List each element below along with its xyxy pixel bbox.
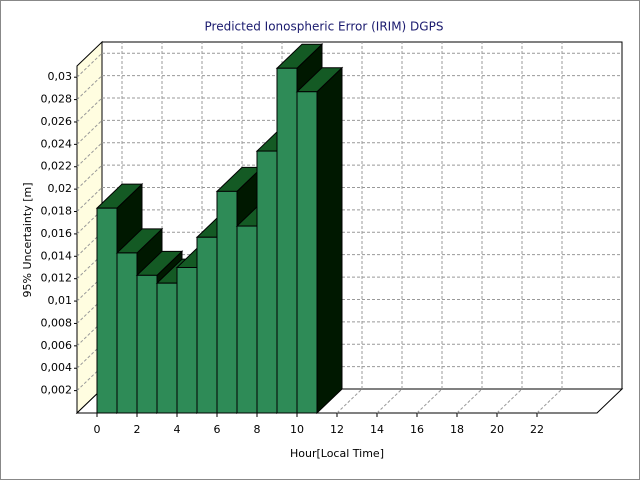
grid-line xyxy=(76,343,103,369)
y-tick-label: 0,026 xyxy=(41,115,73,128)
grid-line xyxy=(76,119,103,145)
grid-line xyxy=(76,164,103,190)
y-tick-label: 0,008 xyxy=(41,316,73,329)
y-tick-label: 0,012 xyxy=(41,272,73,285)
grid-line xyxy=(376,388,403,414)
x-tick-label: 6 xyxy=(214,423,221,436)
y-axis-label: 95% Uncertainty [m] xyxy=(21,182,34,297)
x-tick-label: 16 xyxy=(410,423,424,436)
y-tick-label: 0,024 xyxy=(41,137,73,150)
grid-line xyxy=(76,254,103,280)
bar-side xyxy=(316,66,343,415)
grid-line xyxy=(76,299,103,324)
bar xyxy=(196,236,218,414)
grid-line xyxy=(76,187,103,212)
x-tick-label: 20 xyxy=(490,423,504,436)
y-tick-label: 0,016 xyxy=(41,227,73,240)
x-tick-label: 4 xyxy=(174,423,181,436)
grid-line xyxy=(76,366,103,391)
bar xyxy=(256,150,278,414)
grid-line xyxy=(416,388,443,414)
x-axis-label: Hour[Local Time] xyxy=(290,447,384,460)
x-tick-label: 18 xyxy=(450,423,464,436)
x-tick-label: 0 xyxy=(94,423,101,436)
x-tick-label: 2 xyxy=(134,423,141,436)
bar xyxy=(276,67,298,414)
y-tick-label: 0,028 xyxy=(41,93,73,106)
y-tick-label: 0,018 xyxy=(41,205,73,218)
grid-line xyxy=(76,52,103,78)
bar xyxy=(116,252,138,414)
x-tick-label: 10 xyxy=(290,423,304,436)
grid-line xyxy=(76,209,103,235)
bar xyxy=(136,274,158,414)
bar xyxy=(296,91,318,414)
y-tick-label: 0,01 xyxy=(48,294,73,307)
x-tick-label: 8 xyxy=(254,423,261,436)
y-tick-label: 0,006 xyxy=(41,339,73,352)
bar xyxy=(96,207,118,414)
x-tick-label: 22 xyxy=(530,423,544,436)
bar xyxy=(176,266,198,414)
grid-line xyxy=(76,75,103,100)
grid-line xyxy=(536,388,563,414)
bar xyxy=(216,190,238,414)
x-tick-label: 14 xyxy=(370,423,384,436)
chart-title: Predicted Ionospheric Error (IRIM) DGPS xyxy=(205,20,444,34)
bar xyxy=(156,282,178,414)
grid-line xyxy=(76,231,103,257)
y-tick-label: 0,02 xyxy=(48,182,73,195)
y-tick-label: 0,014 xyxy=(41,249,73,262)
x-tick-label: 12 xyxy=(330,423,344,436)
y-tick-label: 0,002 xyxy=(41,384,73,397)
y-tick-label: 0,004 xyxy=(41,361,73,374)
grid-line xyxy=(496,388,523,414)
grid-line xyxy=(456,388,483,414)
grid-line xyxy=(76,142,103,168)
grid-line xyxy=(76,97,103,123)
grid-line xyxy=(336,388,363,414)
grid-line xyxy=(76,321,103,347)
y-tick-label: 0,022 xyxy=(41,160,73,173)
bar xyxy=(236,225,258,414)
y-tick-label: 0,03 xyxy=(48,70,73,83)
grid-line xyxy=(76,276,103,302)
